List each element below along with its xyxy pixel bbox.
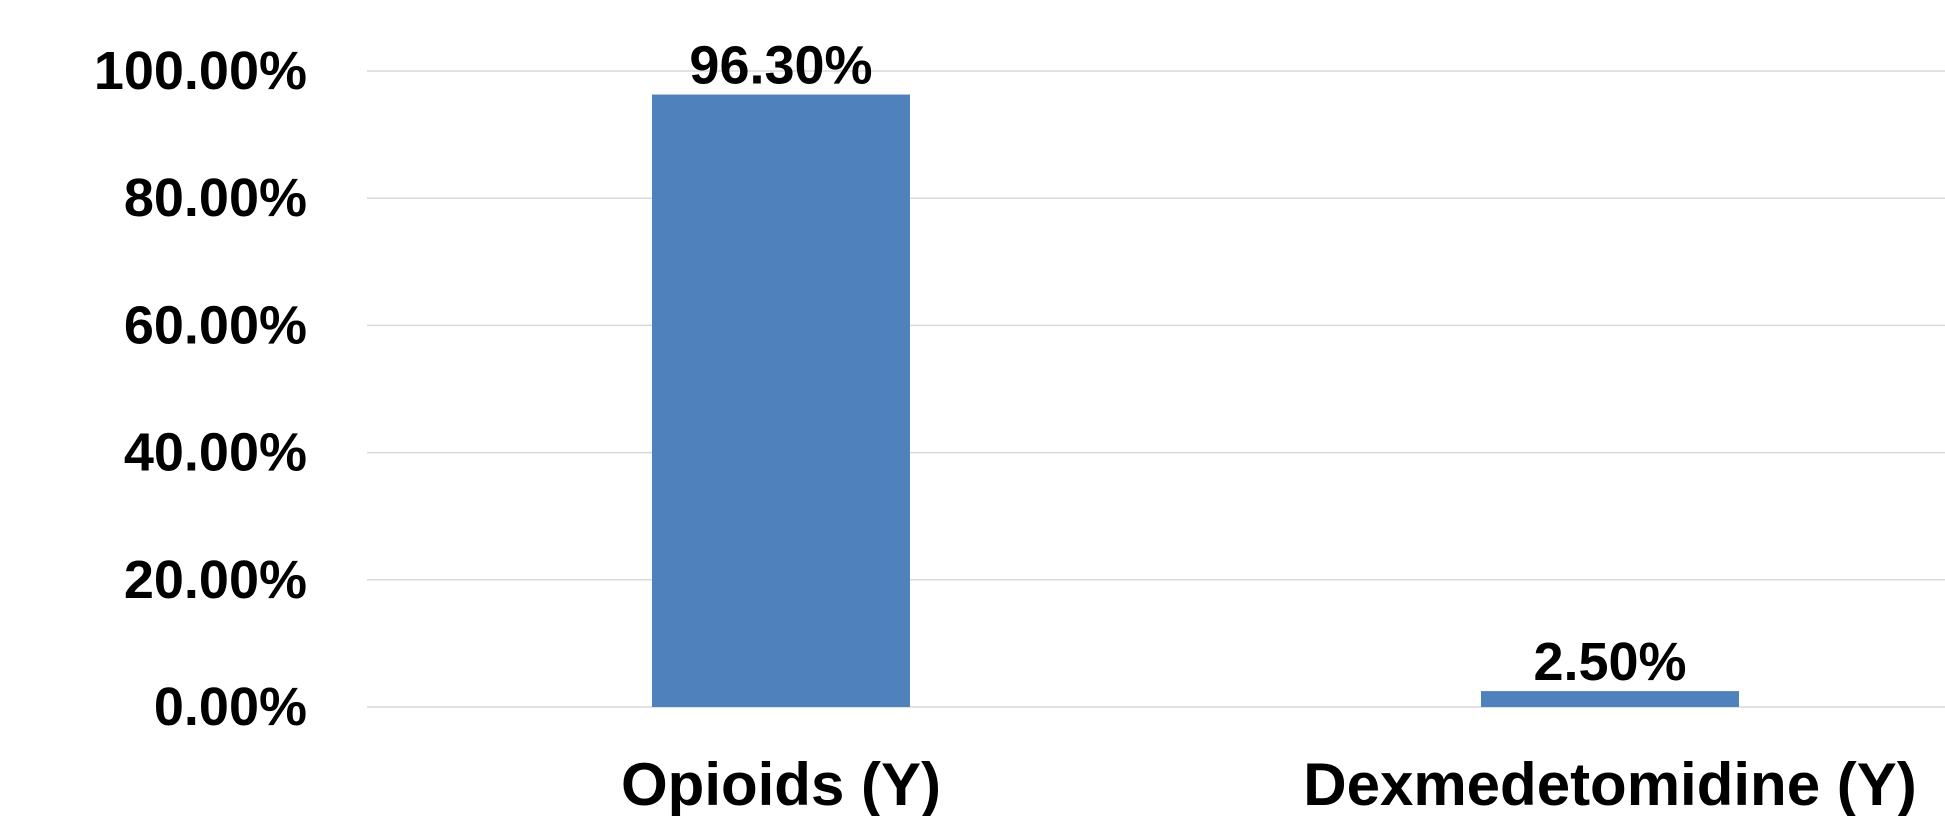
x-category-label: Dexmedetomidine (Y): [1303, 751, 1916, 816]
x-category-label: Opioids (Y): [621, 751, 941, 816]
bar: [652, 94, 910, 708]
y-tick-label: 20.00%: [124, 550, 307, 610]
bar: [1481, 691, 1739, 707]
y-tick-label: 100.00%: [94, 41, 307, 101]
data-label: 96.30%: [689, 36, 872, 96]
bars: [652, 94, 1739, 708]
gridlines: [367, 70, 1945, 708]
y-tick-label: 60.00%: [124, 295, 307, 355]
labels: 0.00% 20.00% 40.00% 60.00% 80.00% 100.00% 96.3…: [94, 36, 1917, 816]
y-tick-label: 40.00%: [124, 423, 307, 483]
y-tick-label: 0.00%: [154, 677, 307, 737]
data-label: 2.50%: [1533, 632, 1686, 692]
y-tick-label: 80.00%: [124, 168, 307, 228]
